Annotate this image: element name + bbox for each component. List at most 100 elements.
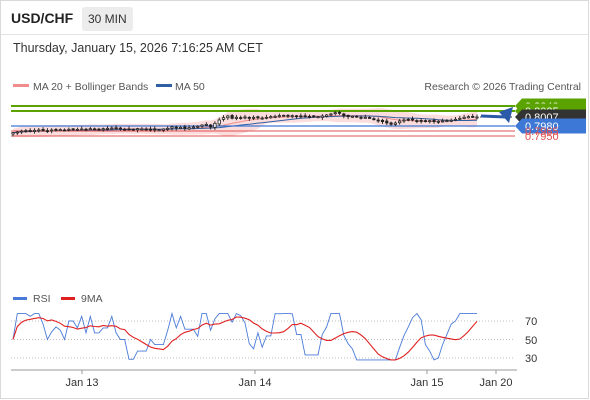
candle-body <box>97 128 101 131</box>
bb-legend-swatch <box>13 84 29 87</box>
candle-body <box>355 115 359 118</box>
candle-body <box>58 129 62 132</box>
candle <box>37 127 41 133</box>
candle-body <box>312 115 316 118</box>
candle-body <box>11 132 15 135</box>
candle-body <box>419 119 423 122</box>
candle-body <box>389 122 393 125</box>
candle-body <box>269 116 273 119</box>
candle <box>105 125 110 131</box>
candle-body <box>196 125 200 128</box>
candle-body <box>178 126 183 129</box>
candle-body <box>251 116 256 119</box>
candle <box>406 117 410 122</box>
candle <box>333 111 337 116</box>
candle-body <box>93 128 97 131</box>
candle <box>251 115 256 121</box>
candle <box>80 126 84 131</box>
candle-body <box>475 116 479 119</box>
candle-body <box>28 130 32 132</box>
candle <box>45 128 49 134</box>
candle-body <box>406 118 410 121</box>
candle <box>466 115 471 119</box>
candle <box>299 113 303 119</box>
ma50-legend-swatch <box>156 84 172 87</box>
candle-body <box>277 115 281 118</box>
bb-legend-label: MA 20 + Bollinger Bands <box>33 81 148 93</box>
rsi-tick-50: 50 <box>525 335 537 347</box>
candle <box>389 121 393 126</box>
timeframe-button[interactable]: 30 MIN <box>82 7 133 31</box>
candle-body <box>135 128 140 131</box>
candle <box>239 115 243 120</box>
candle-body <box>264 116 269 119</box>
candle-body <box>402 119 406 122</box>
candle <box>419 118 423 124</box>
candle-body <box>101 128 105 131</box>
candle-body <box>329 113 333 116</box>
candle <box>140 127 144 131</box>
candle <box>342 112 346 119</box>
candle <box>376 117 380 123</box>
candle <box>157 128 161 132</box>
candle-body <box>239 117 243 119</box>
candle <box>458 115 462 120</box>
candle-body <box>320 115 324 118</box>
candle <box>303 113 307 118</box>
candle <box>84 127 88 132</box>
candle-body <box>337 111 342 114</box>
candle <box>187 125 191 131</box>
candle-body <box>144 128 148 131</box>
candle <box>380 118 385 125</box>
candle <box>367 116 372 119</box>
candle <box>316 115 320 119</box>
candle-body <box>183 126 187 129</box>
level-label-0.7950: 0.7950 <box>525 131 559 143</box>
candle <box>200 124 204 129</box>
candle-body <box>50 129 54 132</box>
candle-body <box>466 116 471 119</box>
candle <box>260 116 264 120</box>
candle-body <box>187 127 191 130</box>
bollinger-band-area <box>13 108 477 138</box>
candle-body <box>15 131 19 134</box>
rsi-legend-label: RSI <box>33 293 51 305</box>
candle-body <box>359 116 363 119</box>
symbol-title: USD/CHF <box>11 10 74 26</box>
candle <box>11 131 15 137</box>
candle <box>234 114 239 121</box>
candle <box>372 117 376 121</box>
candle <box>131 128 135 131</box>
candle-body <box>67 128 71 131</box>
candle-body <box>372 118 376 121</box>
candle-body <box>385 120 389 124</box>
candle-body <box>453 118 458 121</box>
candle <box>217 117 221 127</box>
ma50-line <box>12 115 478 134</box>
candle <box>213 121 217 130</box>
candle-body <box>346 114 350 118</box>
candle <box>247 116 251 121</box>
rsi-ma-line <box>12 316 478 361</box>
candle-body <box>226 115 230 119</box>
candle-body <box>105 127 110 130</box>
candle <box>110 126 114 130</box>
candle-body <box>148 128 153 131</box>
candle <box>41 127 45 132</box>
candle-body <box>260 117 264 120</box>
candle <box>191 125 196 130</box>
x-tick-jan13: Jan 13 <box>65 377 98 389</box>
candle <box>32 128 37 134</box>
candle <box>462 114 466 120</box>
candle <box>144 127 148 131</box>
candle <box>71 128 75 131</box>
candle <box>428 119 432 124</box>
candle-body <box>243 116 247 119</box>
candle <box>230 114 234 120</box>
x-tick-jan14: Jan 14 <box>238 377 271 389</box>
candle <box>471 113 475 119</box>
candle <box>50 128 54 134</box>
rsi-ma-legend-label: 9MA <box>81 293 103 305</box>
ma50-legend-label: MA 50 <box>175 81 205 93</box>
candle-body <box>325 114 329 117</box>
